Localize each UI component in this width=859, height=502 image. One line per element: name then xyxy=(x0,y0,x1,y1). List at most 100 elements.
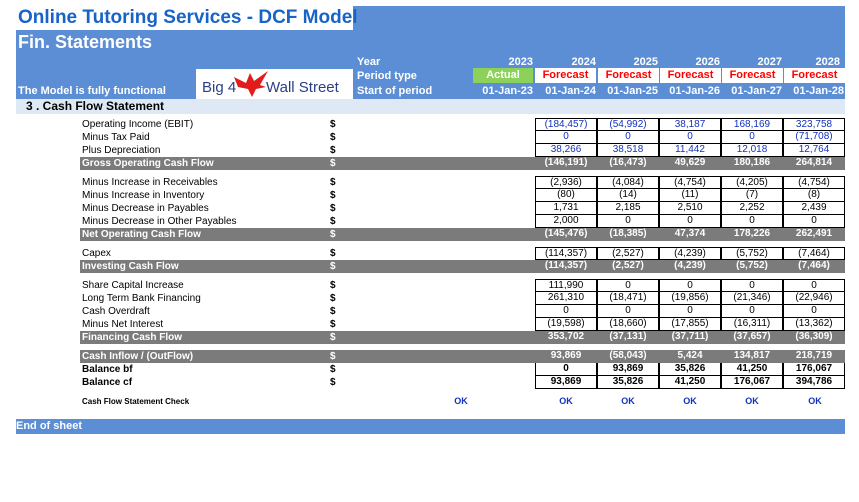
row-label: Gross Operating Cash Flow xyxy=(82,158,214,169)
value-cell: (19,856) xyxy=(659,292,721,305)
value-cell: 178,226 xyxy=(733,228,771,239)
start-2026: 01-Jan-26 xyxy=(669,85,720,97)
value-cell: 0 xyxy=(659,131,721,144)
section-header: 3 . Cash Flow Statement xyxy=(16,99,845,114)
logo-text-left: Big 4 xyxy=(202,79,237,96)
currency-symbol: $ xyxy=(330,229,336,240)
functional-note: The Model is fully functional xyxy=(18,85,166,97)
value-cell: (184,457) xyxy=(535,118,597,131)
currency-symbol: $ xyxy=(330,280,336,291)
value-cell: (114,357) xyxy=(535,247,597,260)
value-cell: (4,239) xyxy=(674,260,706,271)
check-ok: OK xyxy=(559,396,573,406)
table-row: Cash Overdraft $0 0 0 0 0 xyxy=(80,305,845,318)
row-label: Balance bf xyxy=(82,364,133,375)
value-cell: 0 xyxy=(721,279,783,292)
value-cell: 2,252 xyxy=(721,202,783,215)
row-label: Capex xyxy=(82,248,111,259)
table-row: Investing Cash Flow $ (114,357) (2,527) (4,2… xyxy=(80,260,845,273)
value-cell: 41,250 xyxy=(659,376,721,389)
row-label: Operating Income (EBIT) xyxy=(82,119,194,130)
year-2028: 2028 xyxy=(815,56,840,68)
value-cell: (2,527) xyxy=(612,260,644,271)
value-cell: 93,869 xyxy=(597,363,659,376)
value-cell: (4,754) xyxy=(783,176,845,189)
value-cell: (145,476) xyxy=(544,228,588,239)
value-cell: (18,385) xyxy=(609,228,647,239)
period-type-forecast: Forecast xyxy=(722,68,783,83)
row-label: Investing Cash Flow xyxy=(82,261,179,272)
table-row: Minus Increase in Receivables $ (2,936) (4,… xyxy=(80,176,845,189)
row-label: Long Term Bank Financing xyxy=(82,293,201,304)
currency-symbol: $ xyxy=(330,119,336,130)
year-2025: 2025 xyxy=(633,56,658,68)
year-2024: 2024 xyxy=(571,56,596,68)
table-row: Balance cf $93,869 35,826 41,250 176,067 394,… xyxy=(80,376,845,389)
row-label: Balance cf xyxy=(82,377,133,388)
row-label: Minus Increase in Receivables xyxy=(82,177,218,188)
value-cell: (18,471) xyxy=(597,292,659,305)
value-cell: 168,169 xyxy=(721,118,783,131)
table-row: Minus Increase in Inventory $ (80) (14) (11)… xyxy=(80,189,845,202)
table-row: Capex $ (114,357) (2,527) (4,239) (5,752) (7,4… xyxy=(80,247,845,260)
value-cell: 262,491 xyxy=(795,228,833,239)
check-ok: OK xyxy=(621,396,635,406)
currency-symbol: $ xyxy=(330,377,336,388)
row-label: Minus Decrease in Other Payables xyxy=(82,216,237,227)
value-cell: 176,067 xyxy=(721,376,783,389)
header-band-top xyxy=(353,6,845,30)
value-cell: (4,205) xyxy=(721,176,783,189)
check-label: Cash Flow Statement Check xyxy=(82,397,190,406)
check-ok: OK xyxy=(683,396,697,406)
value-cell: 0 xyxy=(597,305,659,318)
value-cell: 2,439 xyxy=(783,202,845,215)
currency-symbol: $ xyxy=(330,190,336,201)
value-cell: 0 xyxy=(535,363,597,376)
value-cell: (17,855) xyxy=(659,318,721,331)
value-cell: (16,311) xyxy=(721,318,783,331)
value-cell: 35,826 xyxy=(659,363,721,376)
value-cell: (7) xyxy=(721,189,783,202)
value-cell: 0 xyxy=(721,131,783,144)
value-cell: (80) xyxy=(535,189,597,202)
value-cell: (37,131) xyxy=(609,331,647,342)
start-2025: 01-Jan-25 xyxy=(607,85,658,97)
table-row: Operating Income (EBIT) $ (184,457) (54,992… xyxy=(80,118,845,131)
logo-text-right: Wall Street xyxy=(266,79,339,96)
value-cell: 1,731 xyxy=(535,202,597,215)
row-label: Minus Tax Paid xyxy=(82,132,150,143)
value-cell: (4,084) xyxy=(597,176,659,189)
value-cell: 134,817 xyxy=(733,350,771,361)
value-cell: 0 xyxy=(721,305,783,318)
value-cell: 180,186 xyxy=(733,157,771,168)
currency-symbol: $ xyxy=(330,319,336,330)
currency-symbol: $ xyxy=(330,203,336,214)
value-cell: (8) xyxy=(783,189,845,202)
value-cell: (7,464) xyxy=(798,260,830,271)
value-cell: 218,719 xyxy=(795,350,833,361)
currency-symbol: $ xyxy=(330,364,336,375)
value-cell: 261,310 xyxy=(535,292,597,305)
table-row: Long Term Bank Financing $261,310 (18,471)… xyxy=(80,292,845,305)
value-cell: (21,346) xyxy=(721,292,783,305)
start-2023: 01-Jan-23 xyxy=(482,85,533,97)
value-cell: 38,187 xyxy=(659,118,721,131)
value-cell: 111,990 xyxy=(535,279,597,292)
currency-symbol: $ xyxy=(330,351,336,362)
value-cell: (4,239) xyxy=(659,247,721,260)
section-title: 3 . Cash Flow Statement xyxy=(26,99,165,113)
row-label: Minus Net Interest xyxy=(82,319,164,330)
value-cell: 0 xyxy=(659,305,721,318)
value-cell: (54,992) xyxy=(597,118,659,131)
period-type-actual: Actual xyxy=(473,68,533,83)
table-row: Share Capital Increase $111,990 0 0 0 0 xyxy=(80,279,845,292)
value-cell: (2,527) xyxy=(597,247,659,260)
row-label: Share Capital Increase xyxy=(82,280,184,291)
value-cell: (36,309) xyxy=(795,331,833,342)
value-cell: (114,357) xyxy=(544,260,588,271)
check-ok: OK xyxy=(745,396,759,406)
value-cell: (7,464) xyxy=(783,247,845,260)
row-label: Plus Depreciation xyxy=(82,145,161,156)
value-cell: 47,374 xyxy=(674,228,706,239)
check-ok: OK xyxy=(808,396,822,406)
